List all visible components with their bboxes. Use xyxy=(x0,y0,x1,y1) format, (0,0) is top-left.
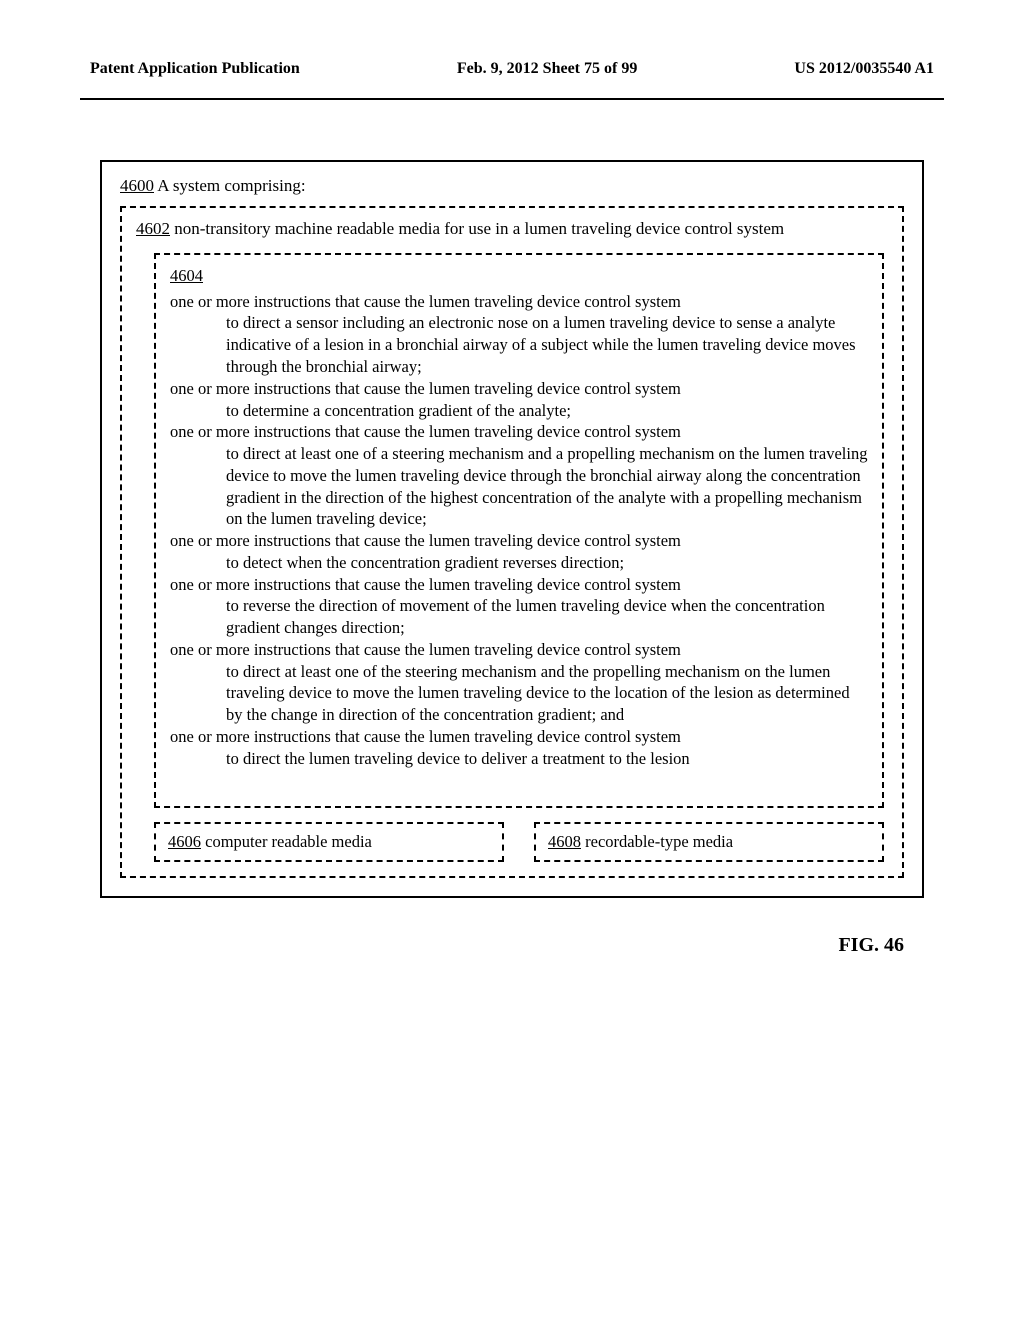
instruction-1-lead: one or more instructions that cause the … xyxy=(170,292,681,311)
figure-label: FIG. 46 xyxy=(80,934,904,957)
system-box: 4600 A system comprising: 4602 non-trans… xyxy=(100,160,924,898)
ref-4600: 4600 xyxy=(120,176,154,195)
system-title-text: A system comprising: xyxy=(154,176,306,195)
instruction-2: one or more instructions that cause the … xyxy=(170,378,868,422)
media-label: 4602 non-transitory machine readable med… xyxy=(136,218,888,241)
computer-readable-label: computer readable media xyxy=(201,832,372,851)
bottom-row: 4606 computer readable media 4608 record… xyxy=(154,822,884,862)
instruction-3-lead: one or more instructions that cause the … xyxy=(170,422,681,441)
header-right: US 2012/0035540 A1 xyxy=(794,60,934,78)
recordable-type-box: 4608 recordable-type media xyxy=(534,822,884,862)
page: Patent Application Publication Feb. 9, 2… xyxy=(0,0,1024,1320)
instruction-4-body: to detect when the concentration gradien… xyxy=(170,552,868,574)
instruction-5-lead: one or more instructions that cause the … xyxy=(170,575,681,594)
instruction-1-body: to direct a sensor including an electron… xyxy=(170,312,868,377)
instruction-3: one or more instructions that cause the … xyxy=(170,421,868,530)
instruction-5: one or more instructions that cause the … xyxy=(170,574,868,639)
ref-4606: 4606 xyxy=(168,832,201,851)
header-left: Patent Application Publication xyxy=(90,60,300,78)
instruction-4-lead: one or more instructions that cause the … xyxy=(170,531,681,550)
instruction-6-body: to direct at least one of the steering m… xyxy=(170,661,868,726)
instruction-7-lead: one or more instructions that cause the … xyxy=(170,727,681,746)
ref-4604: 4604 xyxy=(170,265,868,287)
instruction-7-body: to direct the lumen traveling device to … xyxy=(170,748,868,770)
recordable-type-label: recordable-type media xyxy=(581,832,733,851)
instruction-4: one or more instructions that cause the … xyxy=(170,530,868,574)
instruction-7: one or more instructions that cause the … xyxy=(170,726,868,770)
header-center: Feb. 9, 2012 Sheet 75 of 99 xyxy=(457,60,637,78)
instruction-5-body: to reverse the direction of movement of … xyxy=(170,595,868,639)
media-box: 4602 non-transitory machine readable med… xyxy=(120,206,904,878)
instruction-3-body: to direct at least one of a steering mec… xyxy=(170,443,868,530)
system-title: 4600 A system comprising: xyxy=(120,176,904,196)
computer-readable-box: 4606 computer readable media xyxy=(154,822,504,862)
instructions-box: 4604 one or more instructions that cause… xyxy=(154,253,884,808)
instruction-1: one or more instructions that cause the … xyxy=(170,291,868,378)
instruction-2-body: to determine a concentration gradient of… xyxy=(170,400,868,422)
media-label-text: non-transitory machine readable media fo… xyxy=(170,219,784,238)
instruction-6-lead: one or more instructions that cause the … xyxy=(170,640,681,659)
page-header: Patent Application Publication Feb. 9, 2… xyxy=(80,60,944,78)
instruction-6: one or more instructions that cause the … xyxy=(170,639,868,726)
ref-4602: 4602 xyxy=(136,219,170,238)
header-rule xyxy=(80,98,944,100)
ref-4608: 4608 xyxy=(548,832,581,851)
instruction-2-lead: one or more instructions that cause the … xyxy=(170,379,681,398)
